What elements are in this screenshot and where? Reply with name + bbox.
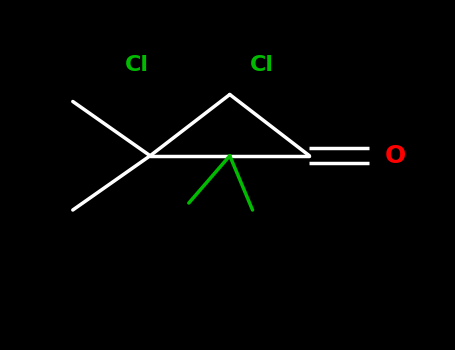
Text: O: O xyxy=(385,144,406,168)
Text: Cl: Cl xyxy=(125,55,148,75)
Text: Cl: Cl xyxy=(250,55,273,75)
